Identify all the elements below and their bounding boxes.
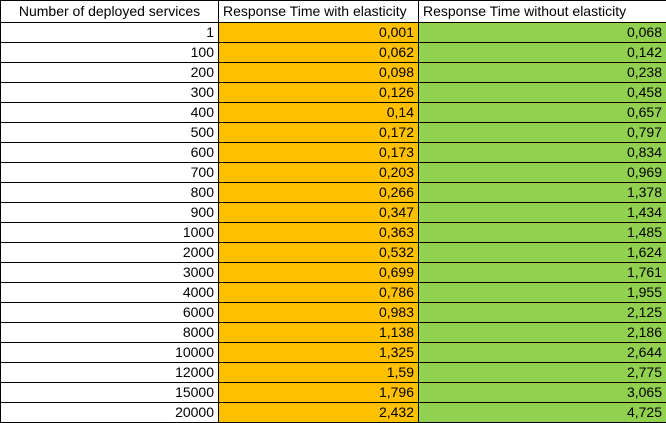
cell-with-elasticity[interactable]: 0,172 [218, 122, 419, 143]
cell-services[interactable]: 3000 [0, 262, 219, 283]
table-row: 200 0,098 0,238 [0, 62, 666, 83]
header-cell-services[interactable]: Number of deployed services [0, 0, 219, 23]
cell-with-elasticity[interactable]: 0,266 [218, 182, 419, 203]
cell-services[interactable]: 700 [0, 162, 219, 183]
cell-without-elasticity[interactable]: 1,485 [418, 222, 666, 243]
cell-with-elasticity[interactable]: 0,786 [218, 282, 419, 303]
cell-with-elasticity[interactable]: 0,699 [218, 262, 419, 283]
cell-without-elasticity[interactable]: 1,955 [418, 282, 666, 303]
table-row: 800 0,266 1,378 [0, 182, 666, 203]
cell-without-elasticity[interactable]: 0,142 [418, 42, 666, 63]
cell-services[interactable]: 20000 [0, 402, 219, 423]
cell-with-elasticity[interactable]: 0,983 [218, 302, 419, 323]
cell-services[interactable]: 600 [0, 142, 219, 163]
cell-without-elasticity[interactable]: 1,761 [418, 262, 666, 283]
cell-without-elasticity[interactable]: 0,969 [418, 162, 666, 183]
table-row: 700 0,203 0,969 [0, 162, 666, 183]
cell-with-elasticity[interactable]: 1,138 [218, 322, 419, 343]
cell-with-elasticity[interactable]: 0,532 [218, 242, 419, 263]
cell-services[interactable]: 100 [0, 42, 219, 63]
table-row: 12000 1,59 2,775 [0, 362, 666, 383]
cell-services[interactable]: 10000 [0, 342, 219, 363]
table-header: Number of deployed services Response Tim… [0, 0, 666, 23]
cell-services[interactable]: 200 [0, 62, 219, 83]
cell-with-elasticity[interactable]: 2,432 [218, 402, 419, 423]
table-row: 600 0,173 0,834 [0, 142, 666, 163]
cell-without-elasticity[interactable]: 1,434 [418, 202, 666, 223]
header-cell-without-elasticity[interactable]: Response Time without elasticity [418, 0, 666, 23]
table-row: 900 0,347 1,434 [0, 202, 666, 223]
cell-with-elasticity[interactable]: 0,001 [218, 22, 419, 43]
cell-without-elasticity[interactable]: 0,458 [418, 82, 666, 103]
table-body: 1 0,001 0,068 100 0,062 0,142 200 0,098 0,238 300… [0, 22, 666, 423]
cell-with-elasticity[interactable]: 1,325 [218, 342, 419, 363]
cell-with-elasticity[interactable]: 0,363 [218, 222, 419, 243]
cell-with-elasticity[interactable]: 0,173 [218, 142, 419, 163]
cell-with-elasticity[interactable]: 1,796 [218, 382, 419, 403]
table-row: 1000 0,363 1,485 [0, 222, 666, 243]
cell-without-elasticity[interactable]: 0,834 [418, 142, 666, 163]
table-row: 500 0,172 0,797 [0, 122, 666, 143]
header-row: Number of deployed services Response Tim… [0, 0, 666, 23]
table-row: 20000 2,432 4,725 [0, 402, 666, 423]
cell-without-elasticity[interactable]: 2,644 [418, 342, 666, 363]
header-cell-with-elasticity[interactable]: Response Time with elasticity [218, 0, 419, 23]
cell-services[interactable]: 900 [0, 202, 219, 223]
cell-services[interactable]: 800 [0, 182, 219, 203]
cell-without-elasticity[interactable]: 0,068 [418, 22, 666, 43]
table-row: 100 0,062 0,142 [0, 42, 666, 63]
cell-with-elasticity[interactable]: 0,126 [218, 82, 419, 103]
cell-without-elasticity[interactable]: 0,238 [418, 62, 666, 83]
cell-services[interactable]: 6000 [0, 302, 219, 323]
cell-services[interactable]: 1 [0, 22, 219, 43]
cell-without-elasticity[interactable]: 3,065 [418, 382, 666, 403]
cell-without-elasticity[interactable]: 2,125 [418, 302, 666, 323]
cell-without-elasticity[interactable]: 0,797 [418, 122, 666, 143]
table-row: 6000 0,983 2,125 [0, 302, 666, 323]
cell-with-elasticity[interactable]: 0,098 [218, 62, 419, 83]
cell-services[interactable]: 4000 [0, 282, 219, 303]
cell-services[interactable]: 8000 [0, 322, 219, 343]
cell-without-elasticity[interactable]: 2,186 [418, 322, 666, 343]
cell-services[interactable]: 12000 [0, 362, 219, 383]
cell-services[interactable]: 300 [0, 82, 219, 103]
cell-services[interactable]: 500 [0, 122, 219, 143]
table-row: 8000 1,138 2,186 [0, 322, 666, 343]
table-row: 15000 1,796 3,065 [0, 382, 666, 403]
cell-without-elasticity[interactable]: 0,657 [418, 102, 666, 123]
cell-with-elasticity[interactable]: 0,062 [218, 42, 419, 63]
table-row: 10000 1,325 2,644 [0, 342, 666, 363]
cell-without-elasticity[interactable]: 4,725 [418, 402, 666, 423]
table-row: 300 0,126 0,458 [0, 82, 666, 103]
cell-services[interactable]: 2000 [0, 242, 219, 263]
cell-with-elasticity[interactable]: 0,347 [218, 202, 419, 223]
cell-without-elasticity[interactable]: 1,378 [418, 182, 666, 203]
cell-services[interactable]: 400 [0, 102, 219, 123]
cell-with-elasticity[interactable]: 0,14 [218, 102, 419, 123]
cell-with-elasticity[interactable]: 0,203 [218, 162, 419, 183]
table-row: 4000 0,786 1,955 [0, 282, 666, 303]
table-row: 3000 0,699 1,761 [0, 262, 666, 283]
table-row: 400 0,14 0,657 [0, 102, 666, 123]
cell-without-elasticity[interactable]: 1,624 [418, 242, 666, 263]
cell-services[interactable]: 15000 [0, 382, 219, 403]
cell-with-elasticity[interactable]: 1,59 [218, 362, 419, 383]
table-row: 1 0,001 0,068 [0, 22, 666, 43]
cell-without-elasticity[interactable]: 2,775 [418, 362, 666, 383]
cell-services[interactable]: 1000 [0, 222, 219, 243]
table-row: 2000 0,532 1,624 [0, 242, 666, 263]
